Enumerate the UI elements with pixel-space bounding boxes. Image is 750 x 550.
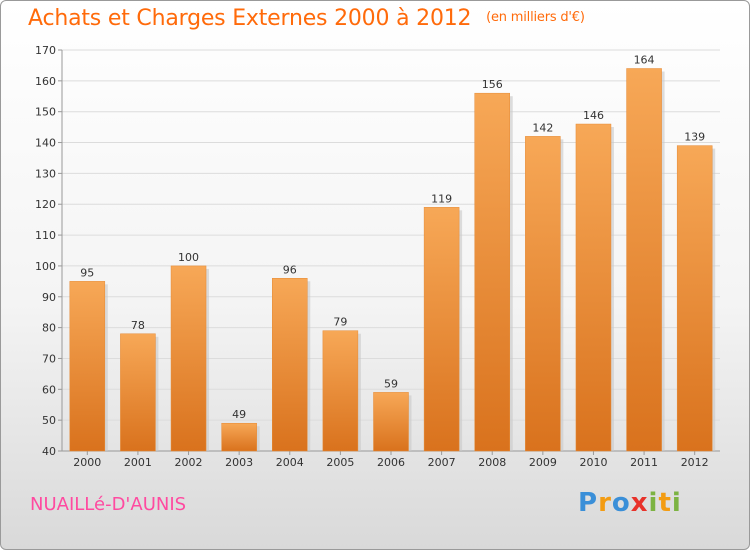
x-tick-label: 2007 [428, 456, 456, 469]
y-tick-label: 120 [35, 198, 56, 211]
y-tick-label: 40 [42, 445, 56, 458]
data-label: 164 [634, 54, 655, 67]
x-tick-label: 2012 [681, 456, 709, 469]
y-tick-label: 80 [42, 322, 56, 335]
data-label: 49 [232, 408, 246, 421]
bar [170, 265, 207, 452]
x-tick-label: 2008 [478, 456, 506, 469]
bar [322, 330, 359, 452]
logo-letter: i [671, 488, 682, 518]
proxiti-logo[interactable]: Proxiti [578, 488, 682, 518]
x-tick-label: 2006 [377, 456, 405, 469]
axes: 40 50 60 70 80 90 100 110 120 130 140 150 160 170 2000… [35, 44, 720, 469]
x-tick-label: 2010 [579, 456, 607, 469]
y-tick-label: 90 [42, 291, 56, 304]
logo-letter: o [611, 488, 631, 518]
bar [525, 136, 561, 452]
x-tick-label: 2000 [73, 456, 101, 469]
data-label: 146 [583, 109, 604, 122]
data-label: 79 [333, 316, 347, 329]
bar [676, 145, 713, 452]
logo-letter: t [658, 488, 672, 518]
logo-letter: x [630, 488, 649, 518]
grid-lines [62, 49, 720, 452]
logo-letter: P [578, 488, 599, 518]
bar [221, 422, 257, 452]
x-tick-label: 2005 [326, 456, 354, 469]
x-tick-label: 2002 [175, 456, 203, 469]
y-tick-label: 110 [35, 229, 56, 242]
y-tick-label: 100 [35, 260, 56, 273]
x-tick-label: 2003 [225, 456, 253, 469]
bar [575, 123, 612, 452]
y-tick-label: 50 [42, 414, 56, 427]
data-label: 142 [532, 121, 553, 134]
logo-letter: i [648, 488, 659, 518]
x-tick-label: 2009 [529, 456, 557, 469]
data-label: 78 [131, 319, 145, 332]
bar [626, 68, 662, 452]
data-label: 96 [283, 263, 297, 276]
bars: 95 78 100 49 96 79 59 119 156 142 146 164 139 [69, 54, 716, 452]
y-tick-label: 170 [35, 44, 56, 57]
data-label: 100 [178, 251, 199, 264]
y-tick-label: 70 [42, 352, 56, 365]
y-tick-label: 160 [35, 75, 56, 88]
title-text: Achats et Charges Externes 2000 à 2012 [28, 6, 472, 31]
data-label: 119 [431, 192, 452, 205]
y-tick-label: 150 [35, 106, 56, 119]
bar [423, 207, 460, 452]
data-label: 95 [80, 266, 94, 279]
title-unit: (en milliers d'€) [486, 10, 585, 25]
bar [474, 92, 510, 452]
y-tick-label: 140 [35, 137, 56, 150]
y-tick-label: 130 [35, 167, 56, 180]
chart-title: Achats et Charges Externes 2000 à 2012 (… [28, 6, 585, 31]
bar [69, 281, 106, 452]
bar [272, 278, 308, 452]
y-tick-label: 60 [42, 383, 56, 396]
x-tick-label: 2001 [124, 456, 152, 469]
x-tick-label: 2004 [276, 456, 304, 469]
bar [120, 333, 156, 452]
data-label: 59 [384, 377, 398, 390]
data-label: 139 [684, 131, 705, 144]
data-label: 156 [482, 78, 503, 91]
x-tick-label: 2011 [630, 456, 658, 469]
place-name: NUAILLé-D'AUNIS [30, 494, 187, 515]
logo-letter: r [598, 488, 612, 518]
bar [373, 392, 409, 452]
